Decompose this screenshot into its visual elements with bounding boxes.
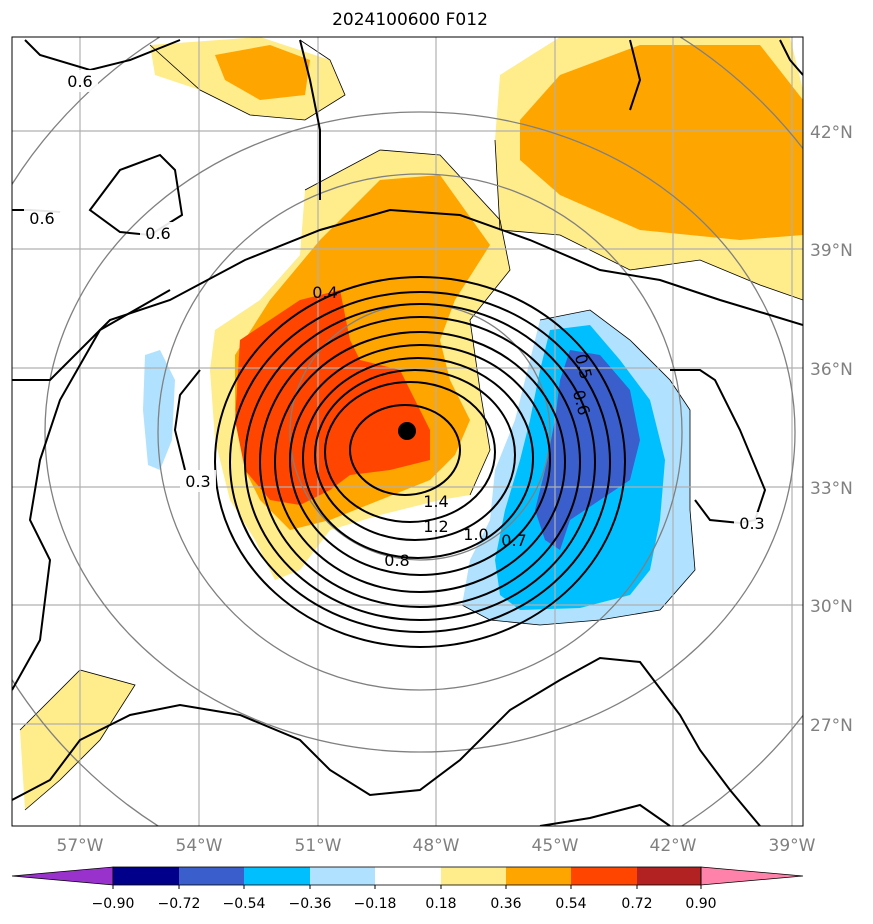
colorbar-tick-label: 0.90 [685,896,716,912]
thick-contours [12,39,803,826]
colorbar-tick-label: −0.36 [289,896,332,912]
map-title: 2024100600 F012 [332,10,488,30]
lon-label: 51°W [295,836,342,856]
colorbar-tick-label: −0.90 [92,896,135,912]
colorbar-tick-label: 0.18 [425,896,456,912]
lat-labels: 42°N 39°N 36°N 33°N 30°N 27°N [810,123,853,736]
colorbar-segment [441,867,506,885]
lon-label: 57°W [57,836,104,856]
range-rings [12,37,803,826]
lat-label: 27°N [810,716,853,736]
map-frame [11,36,804,827]
colorbar-segment [637,867,701,885]
lat-label: 36°N [810,360,853,380]
lat-label: 42°N [810,123,853,143]
contour-label-03-a: 0.3 [185,472,210,491]
lon-label: 45°W [532,836,579,856]
colorbar-tick-label: 0.36 [490,896,521,912]
colorbar-segment [310,867,375,885]
colorbar-extend-low [11,866,114,886]
colorbar-segment [506,867,571,885]
contour-label-04: 0.4 [312,283,337,302]
colorbar-tick-label: −0.72 [158,896,201,912]
contour-label-12: 1.2 [423,517,448,536]
colorbar-tick-label: 0.54 [555,896,586,912]
contour-label-08: 0.8 [384,551,409,570]
colorbar-segment [244,867,310,885]
contour-label-06-c: 0.6 [145,224,170,243]
contour-label-06-b: 0.6 [29,209,54,228]
colorbar-segment [375,867,441,885]
colorbar-segment [113,867,179,885]
lon-label: 42°W [650,836,697,856]
lat-label: 30°N [810,597,853,617]
colorbar-segment [571,867,637,885]
colorbar-segment [179,867,244,885]
colorbar-extend-high [700,866,804,886]
contour-label-07: 0.7 [501,531,526,550]
colorbar-tick-label: −0.18 [354,896,397,912]
contour-label-03-b: 0.3 [739,514,764,533]
graticule [12,37,803,826]
lon-label: 48°W [413,836,460,856]
storm-center-marker [398,422,416,440]
contour-label-10: 1.0 [463,525,488,544]
colorbar: −0.90 −0.72 −0.54 −0.36 −0.18 0.18 0.36 … [11,866,804,912]
lon-label: 39°W [769,836,816,856]
lat-label: 39°N [810,241,853,261]
contour-label-06-a: 0.6 [67,72,92,91]
lon-labels: 57°W 54°W 51°W 48°W 45°W 42°W 39°W [57,836,816,856]
lon-label: 54°W [176,836,223,856]
contour-label-14: 1.4 [423,492,448,511]
lat-label: 33°N [810,479,853,499]
colorbar-tick-label: −0.54 [223,896,266,912]
colorbar-tick-label: 0.72 [621,896,652,912]
